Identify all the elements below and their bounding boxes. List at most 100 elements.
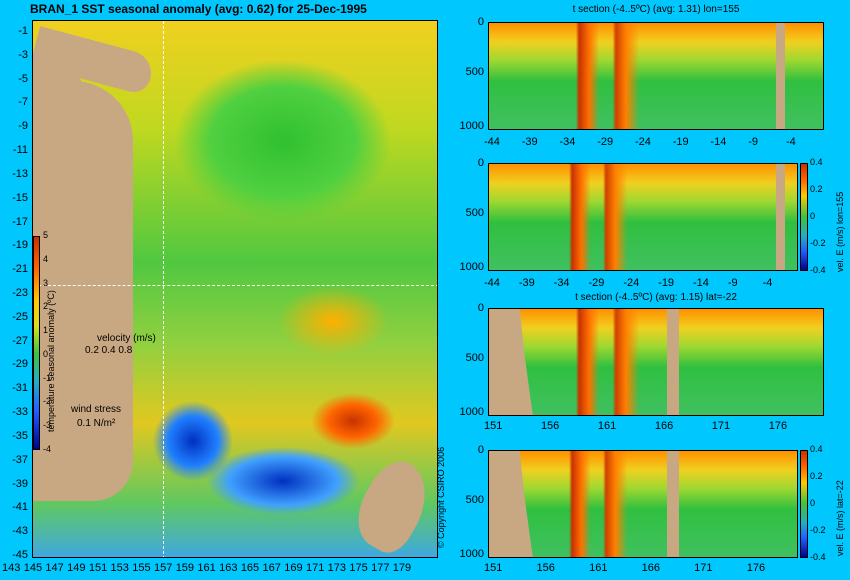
latitude-tick-label: -31 (12, 382, 28, 395)
velocity-colorbar-tick-label: 0.4 (810, 157, 823, 167)
velocity-colorbar-tick-label: -0.2 (810, 525, 826, 535)
latitude-tick-label: -25 (12, 310, 28, 323)
colorbar-tick-label: 5 (43, 230, 49, 240)
longitude-tick-label: 155 (132, 562, 151, 574)
velocity-legend: velocity (m/s) 0.2 0.4 0.8 (85, 333, 156, 357)
velocity-colorbar-tick-label: 0 (810, 211, 816, 221)
panel-1-title: t section (-4..5ºC) (avg: 1.31) lon=155 (572, 4, 740, 15)
colorbar-tick-label: -2 (43, 396, 52, 407)
copyright-text: © Copyright CSIRO 2006 (436, 446, 446, 548)
depth-tick-label: 500 (465, 207, 484, 219)
x-tick-label: -19 (658, 277, 675, 289)
latitude-tick-label: -1 (18, 25, 28, 37)
panel-1-y-axis: 0 500 1000 (452, 16, 486, 132)
x-tick-label: -9 (748, 136, 759, 148)
latitude-tick-label: -27 (12, 334, 28, 347)
panel-2-x-axis: -44 -39 -34 -29 -24 -19 -14 -9 -4 (484, 277, 824, 291)
latitude-tick-label: -37 (12, 453, 28, 466)
sst-colorbar-ticks: 5 4 3 2 1 0 -1 -2 -3 -4 (43, 230, 55, 456)
latitude-tick-label: -17 (12, 215, 28, 228)
longitude-tick-label: 145 (23, 562, 43, 574)
sst-colorbar-label: temperature seasonal anomaly (ºC) (46, 290, 56, 432)
wind-scale: 0.1 N/m² (77, 418, 116, 429)
sst-anomaly-map: velocity (m/s) 0.2 0.4 0.8 wind stress 0… (32, 20, 438, 558)
x-tick-label: -19 (672, 136, 689, 148)
x-tick-label: -4 (762, 277, 773, 289)
velocity-colorbar-tick-label: -0.4 (810, 552, 826, 562)
x-tick-label: -14 (710, 136, 727, 148)
panel-3-x-axis: 151 156 161 166 171 176 (484, 420, 824, 434)
panel-4-y-axis: 0 500 1000 (452, 444, 486, 560)
latitude-axis: -1 -3 -5 -7 -9 -11 -13 -15 -17 -19 -21 -23 -25 -27 -29… (0, 20, 30, 561)
x-tick-label: 176 (746, 562, 766, 574)
latitude-tick-label: -41 (12, 501, 28, 514)
panel-2-land-gap (776, 164, 785, 270)
velocity-colorbar-tick-label: -0.4 (810, 265, 826, 275)
colorbar-tick-label: -4 (43, 444, 52, 454)
x-tick-label: 171 (694, 562, 713, 574)
latitude-tick-label: -29 (12, 358, 28, 371)
x-tick-label: -14 (692, 277, 709, 289)
x-tick-label: 176 (768, 420, 788, 432)
panel-3-section-plot (488, 308, 824, 416)
panel-1-section-plot (488, 22, 824, 130)
x-tick-label: -44 (484, 136, 500, 148)
latitude-tick-label: -39 (12, 477, 28, 490)
latitude-tick-label: -21 (12, 263, 28, 276)
panel-4-land-left (489, 451, 533, 557)
panel-4-colorbar-label: vel. E (m/s) lat=-22 (835, 480, 845, 556)
latitude-tick-label: -7 (18, 96, 28, 109)
depth-tick-label: 0 (477, 16, 484, 28)
panel-2-section-plot (488, 163, 798, 271)
longitude-tick-label: 157 (153, 562, 173, 574)
x-tick-label: 161 (597, 420, 617, 432)
main-title: BRAN_1 SST seasonal anomaly (avg: 0.62) … (30, 2, 367, 16)
panel-2-colorbar-label: vel. E (m/s) lon=155 (835, 191, 845, 272)
panel-2-y-axis: 0 500 1000 (452, 157, 486, 273)
crosshair-horizontal (33, 285, 437, 286)
colorbar-tick-label: -1 (43, 372, 52, 383)
longitude-tick-label: 177 (371, 562, 390, 574)
panel-3-y-axis: 0 500 1000 (452, 302, 486, 418)
panel-3-land-left (489, 309, 533, 415)
colorbar-tick-label: 0 (43, 348, 49, 359)
depth-tick-label: 500 (465, 66, 484, 78)
colorbar-tick-label: 1 (43, 325, 49, 336)
x-tick-label: 171 (711, 420, 731, 432)
panel-1-land-gap (776, 23, 785, 129)
x-tick-label: -39 (518, 277, 535, 289)
x-tick-label: -29 (597, 136, 614, 148)
sst-colorbar (33, 236, 40, 450)
longitude-tick-label: 171 (305, 562, 325, 574)
panel-3-title: t section (-4..5ºC) (avg: 1.15) lat=-22 (575, 292, 737, 303)
velocity-colorbar-tick-label: 0.4 (810, 444, 823, 454)
velocity-scale: 0.2 0.4 0.8 (85, 345, 133, 356)
velocity-colorbar-tick-label: 0 (810, 498, 816, 508)
australia-land (33, 81, 133, 501)
colorbar-tick-label: 2 (43, 301, 49, 312)
depth-tick-label: 1000 (459, 120, 484, 132)
depth-tick-label: 500 (465, 352, 484, 364)
x-tick-label: -34 (559, 136, 576, 148)
latitude-tick-label: -3 (18, 48, 28, 61)
longitude-tick-label: 153 (110, 562, 129, 574)
panel-4-land-gap (667, 451, 679, 557)
depth-tick-label: 1000 (459, 261, 484, 273)
depth-tick-label: 0 (477, 302, 484, 314)
latitude-tick-label: -15 (12, 191, 28, 204)
wind-label: wind stress (71, 404, 122, 415)
wind-legend: wind stress 0.1 N/m² (71, 403, 121, 431)
x-tick-label: 151 (484, 562, 503, 574)
velocity-label: velocity (m/s) (97, 333, 156, 344)
velocity-colorbar-tick-label: 0.2 (810, 471, 823, 481)
new-zealand-land (344, 452, 437, 557)
longitude-tick-label: 179 (392, 562, 412, 574)
longitude-tick-label: 175 (349, 562, 368, 574)
latitude-tick-label: -23 (12, 287, 28, 299)
x-tick-label: -4 (786, 136, 796, 148)
longitude-tick-label: 165 (240, 562, 260, 574)
panel-4-section-plot (488, 450, 798, 558)
longitude-tick-label: 161 (197, 562, 216, 574)
panel-2-colorbar-ticks: 0.4 0.2 0 -0.2 -0.4 (810, 157, 832, 275)
